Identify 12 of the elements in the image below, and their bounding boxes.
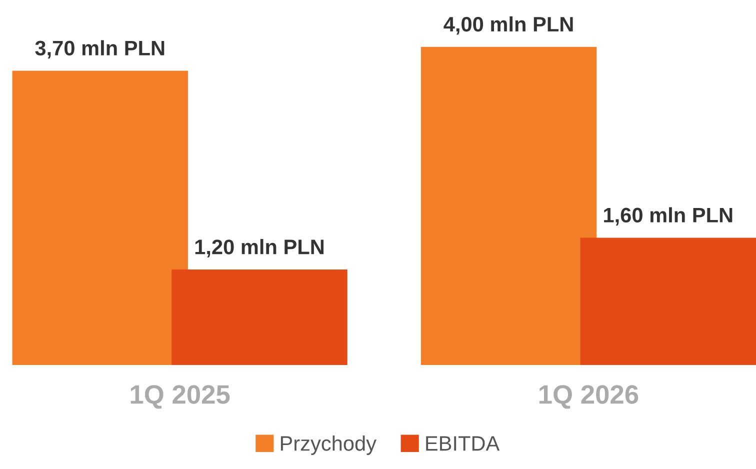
bar <box>172 270 348 365</box>
data-label: 3,70 mln PLN <box>35 40 164 59</box>
x-tick-label: 1Q 2026 <box>540 385 638 409</box>
bar <box>12 70 188 365</box>
legend-label: EBITDA <box>426 436 500 451</box>
bar <box>420 46 597 365</box>
data-label: 1,60 mln PLN <box>604 207 732 226</box>
data-label: 4,00 mln PLN <box>444 16 573 35</box>
bar <box>580 238 756 365</box>
x-tick-label: 1Q 2025 <box>130 385 230 409</box>
data-label: 1,20 mln PLN <box>195 239 324 258</box>
legend-label: Przychody <box>280 436 376 455</box>
